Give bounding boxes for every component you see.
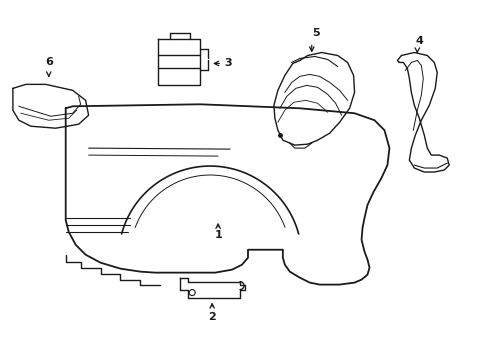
Text: 4: 4 [414,36,423,46]
Text: 3: 3 [224,58,231,68]
Text: 2: 2 [208,312,216,323]
Text: 5: 5 [311,28,319,37]
Text: 1: 1 [214,230,222,240]
Text: 6: 6 [45,58,53,67]
